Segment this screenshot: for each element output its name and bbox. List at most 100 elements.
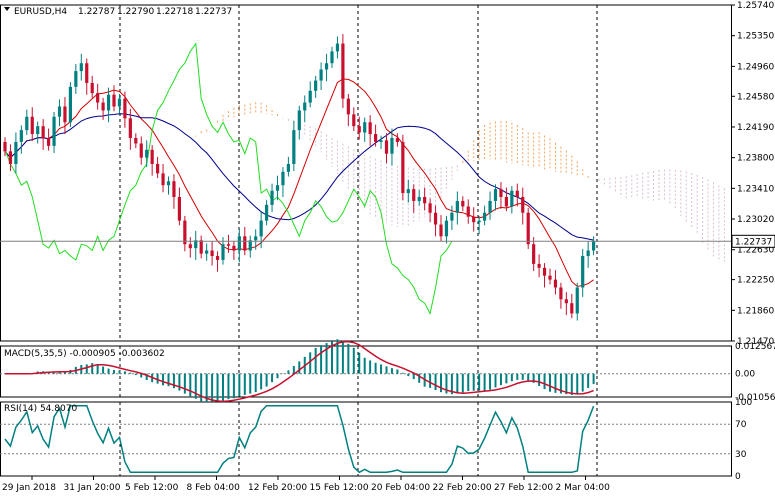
candle-body	[156, 163, 160, 174]
candle-body	[210, 250, 214, 257]
ichimoku-cloud	[195, 102, 725, 262]
candle-body	[592, 241, 596, 251]
candle-body	[439, 224, 443, 237]
candle-body	[542, 267, 547, 276]
candle-body	[205, 250, 209, 254]
candle-body	[384, 140, 389, 154]
candle-body	[183, 220, 187, 245]
rsi-label: RSI(14) 54.8070	[4, 404, 77, 414]
candle-body	[36, 126, 40, 135]
candle-body	[466, 206, 470, 217]
candle-body	[308, 90, 312, 103]
candle-body	[226, 244, 231, 246]
candle-body	[117, 98, 122, 107]
macd-label: MACD(5,35,5) -0.000905 -0.003602	[4, 349, 165, 359]
candle-body	[412, 189, 416, 201]
candle-body	[237, 236, 241, 251]
candle-body	[532, 244, 536, 264]
time-tick-label: 22 Feb 20:00	[433, 483, 492, 493]
candle-body	[286, 163, 290, 172]
time-axis: 29 Jan 2018 31 Jan 20:00 5 Feb 12:00 8 Feb …	[2, 476, 610, 493]
candles	[3, 34, 596, 321]
candle-body	[335, 43, 340, 52]
rsi-tick-label: 30	[735, 450, 747, 460]
candle-body	[575, 287, 579, 314]
candle-body	[270, 190, 274, 205]
candle-body	[150, 149, 154, 164]
time-tick-label: 12 Feb 20:00	[248, 483, 307, 493]
collapse-arrow-icon[interactable]	[4, 7, 10, 11]
candle-body	[243, 236, 247, 251]
price-axis: 1.25740 1.25350 1.24960 1.24580 1.24190 1.238…	[0, 1, 775, 347]
candle-body	[292, 130, 296, 164]
macd-pane: 0.012567 0.00 -0.010565	[0, 339, 775, 403]
candle-body	[41, 126, 45, 138]
candle-body	[537, 263, 541, 268]
candle-body	[488, 200, 492, 213]
candle-body	[259, 220, 263, 237]
main-grid	[0, 4, 732, 477]
candle-body	[134, 137, 138, 144]
candle-body	[374, 134, 378, 142]
candle-body	[172, 181, 176, 197]
current-price-label: 1.22737	[735, 237, 772, 247]
candle-body	[586, 250, 590, 257]
price-tick-label: 1.25350	[737, 32, 774, 42]
time-tick-label: 2 Mar 04:00	[556, 483, 611, 493]
candle-body	[510, 190, 514, 207]
candle-body	[96, 93, 100, 103]
candle-body	[395, 137, 399, 142]
macd-tick-label: 0.00	[735, 370, 755, 380]
candle-body	[101, 102, 105, 111]
time-tick-label: 8 Feb 04:00	[187, 483, 241, 493]
time-tick-label: 31 Jan 20:00	[64, 483, 121, 493]
candle-body	[444, 220, 449, 237]
price-tick-label: 1.22630	[737, 246, 774, 256]
candle-body	[221, 244, 225, 260]
candle-body	[303, 102, 307, 111]
candle-body	[341, 43, 345, 99]
candle-body	[8, 151, 13, 164]
candle-body	[297, 110, 301, 131]
candle-body	[123, 98, 127, 119]
candle-body	[314, 80, 318, 91]
candle-body	[450, 212, 454, 221]
candle-body	[477, 220, 481, 223]
candle-body	[428, 203, 432, 213]
candle-body	[254, 236, 258, 241]
candle-body	[281, 171, 285, 186]
candle-body	[319, 69, 323, 81]
current-price-box	[731, 234, 775, 248]
candle-body	[248, 240, 252, 251]
candle-body	[483, 212, 487, 221]
candle-body	[47, 137, 51, 146]
price-tick-label: 1.23020	[737, 215, 774, 225]
candle-body	[194, 240, 198, 249]
candle-body	[379, 140, 383, 142]
price-tick-label: 1.25740	[737, 1, 774, 11]
candle-body	[52, 116, 56, 146]
rsi-pane: 100 70 30 0	[0, 398, 752, 482]
time-tick-label: 27 Feb 12:00	[494, 483, 553, 493]
price-tick-label: 1.23800	[737, 154, 774, 164]
candle-body	[423, 197, 427, 204]
candle-body	[25, 116, 29, 131]
candle-body	[548, 275, 552, 280]
candle-body	[493, 189, 498, 201]
candle-body	[526, 212, 530, 245]
rsi-line	[4, 404, 595, 474]
price-tick-label: 1.23410	[737, 184, 774, 194]
candle-body	[357, 126, 361, 133]
candle-body	[504, 197, 508, 207]
candle-body	[363, 122, 367, 133]
ohlc-low: 1.22718	[156, 7, 193, 17]
candle-body	[275, 185, 280, 191]
candle-body	[166, 181, 171, 186]
price-tick-label: 1.24960	[737, 62, 774, 72]
candle-body	[3, 141, 7, 152]
candle-body	[128, 118, 132, 138]
candle-body	[265, 204, 269, 221]
candle-body	[161, 173, 165, 186]
candle-body	[63, 106, 67, 123]
